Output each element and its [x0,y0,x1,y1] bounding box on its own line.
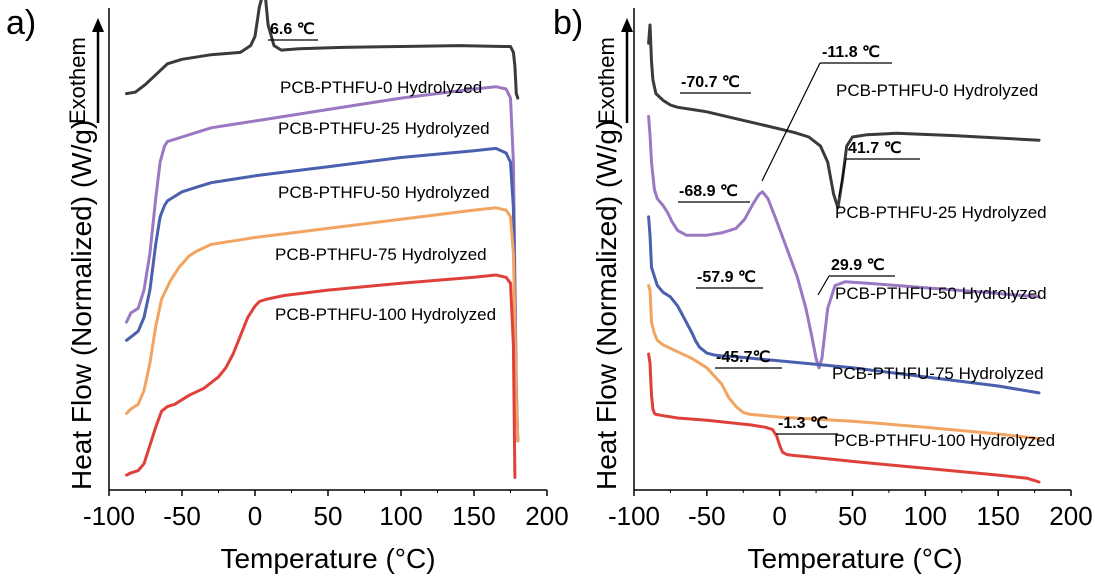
annotation-b-5: -57.9 ℃ [697,269,756,286]
exotherm-label-a: Exothem [65,37,90,124]
series-line-a-pcb-pthfu-0-hydrolyzed [125,0,520,100]
x-axis-label-a: Temperature (°C) [220,543,435,574]
annotation-b-2: 41.7 ℃ [848,140,902,157]
x-tick-label-a: 200 [525,501,568,531]
x-tick-label-a: -50 [163,501,201,531]
annotation-leader-b-4 [817,275,830,296]
annotation-b-7: -1.3 ℃ [778,415,828,432]
series-label-b-1: PCB-PTHFU-25 Hydrolyzed [835,203,1047,222]
series-label-a-4: PCB-PTHFU-100 Hydrolyzed [275,305,496,324]
series-label-a-1: PCB-PTHFU-25 Hydrolyzed [278,119,490,138]
x-tick-label-b: 0 [772,501,786,531]
x-tick-label-b: -100 [608,501,660,531]
series-line-b-pcb-pthfu-25-hydrolyzed [647,114,1041,370]
y-axis-label-a: Heat Flow (Normalized) (W/g) [66,120,97,490]
series-label-b-2: PCB-PTHFU-50 Hydrolyzed [835,284,1047,303]
x-tick-label-a: 50 [314,501,343,531]
annotation-a-0: 6.6 ℃ [270,21,315,38]
series-line-b-pcb-pthfu-100-hydrolyzed [647,352,1041,484]
series-line-b-pcb-pthfu-50-hydrolyzed [647,215,1041,395]
annotation-leader-b-1 [761,62,821,182]
series-label-a-2: PCB-PTHFU-50 Hydrolyzed [278,183,490,202]
exotherm-arrow-head-a [92,18,104,32]
series-label-b-0: PCB-PTHFU-0 Hydrolyzed [836,81,1038,100]
series-label-a-0: PCB-PTHFU-0 Hydrolyzed [280,78,482,97]
x-tick-label-b: 150 [976,501,1019,531]
x-tick-label-a: -100 [83,501,135,531]
y-axis-label-b: Heat Flow (Normalized) (W/g) [591,120,622,490]
annotation-b-0: -70.7 ℃ [681,74,740,91]
annotation-leader-b-2 [838,158,847,198]
panel-a: a) Exothem Heat Flow (Normalized) (W/g) … [6,0,569,574]
x-tick-label-b: 200 [1049,501,1092,531]
x-axis-label-b: Temperature (°C) [747,543,962,574]
series-label-b-3: PCB-PTHFU-75 Hydrolyzed [832,364,1044,383]
annotation-b-3: -68.9 ℃ [679,183,738,200]
plot-area-b: -100 -50 0 50 100 150 200 PCB-PTHFU-0 Hydrolyze… [608,8,1093,531]
exotherm-arrow-head-b [621,18,633,32]
x-tick-label-b: 50 [838,501,867,531]
x-tick-label-a: 150 [452,501,495,531]
panel-b: b) Exothem Heat Flow (Normalized) (W/g) … [553,4,1093,574]
series-line-a-pcb-pthfu-25-hydrolyzed [125,85,520,443]
x-tick-label-b: -50 [688,501,726,531]
series-label-b-4: PCB-PTHFU-100 Hydrolyzed [834,431,1055,450]
panel-a-letter: a) [6,4,36,42]
series-line-b-pcb-pthfu-75-hydrolyzed [647,284,1041,441]
exotherm-label-b: Exothem [594,37,619,124]
series-line-b-pcb-pthfu-0-hydrolyzed [647,23,1041,210]
series-line-a-pcb-pthfu-50-hydrolyzed [125,146,520,443]
annotation-b-6: -45.7℃ [716,349,770,366]
plot-area-a: -100 -50 0 50 100 150 200 PCB-PTHFU-0 Hydrolyze… [83,0,569,531]
series-line-a-pcb-pthfu-100-hydrolyzed [125,273,517,479]
annotation-b-1: -11.8 ℃ [822,44,880,61]
series-line-a-pcb-pthfu-75-hydrolyzed [125,206,520,443]
x-tick-label-a: 0 [248,501,262,531]
x-tick-label-a: 100 [379,501,422,531]
annotation-b-4: 29.9 ℃ [831,257,885,274]
panel-b-letter: b) [553,4,583,42]
x-tick-label-b: 100 [904,501,947,531]
series-label-a-3: PCB-PTHFU-75 Hydrolyzed [275,245,487,264]
